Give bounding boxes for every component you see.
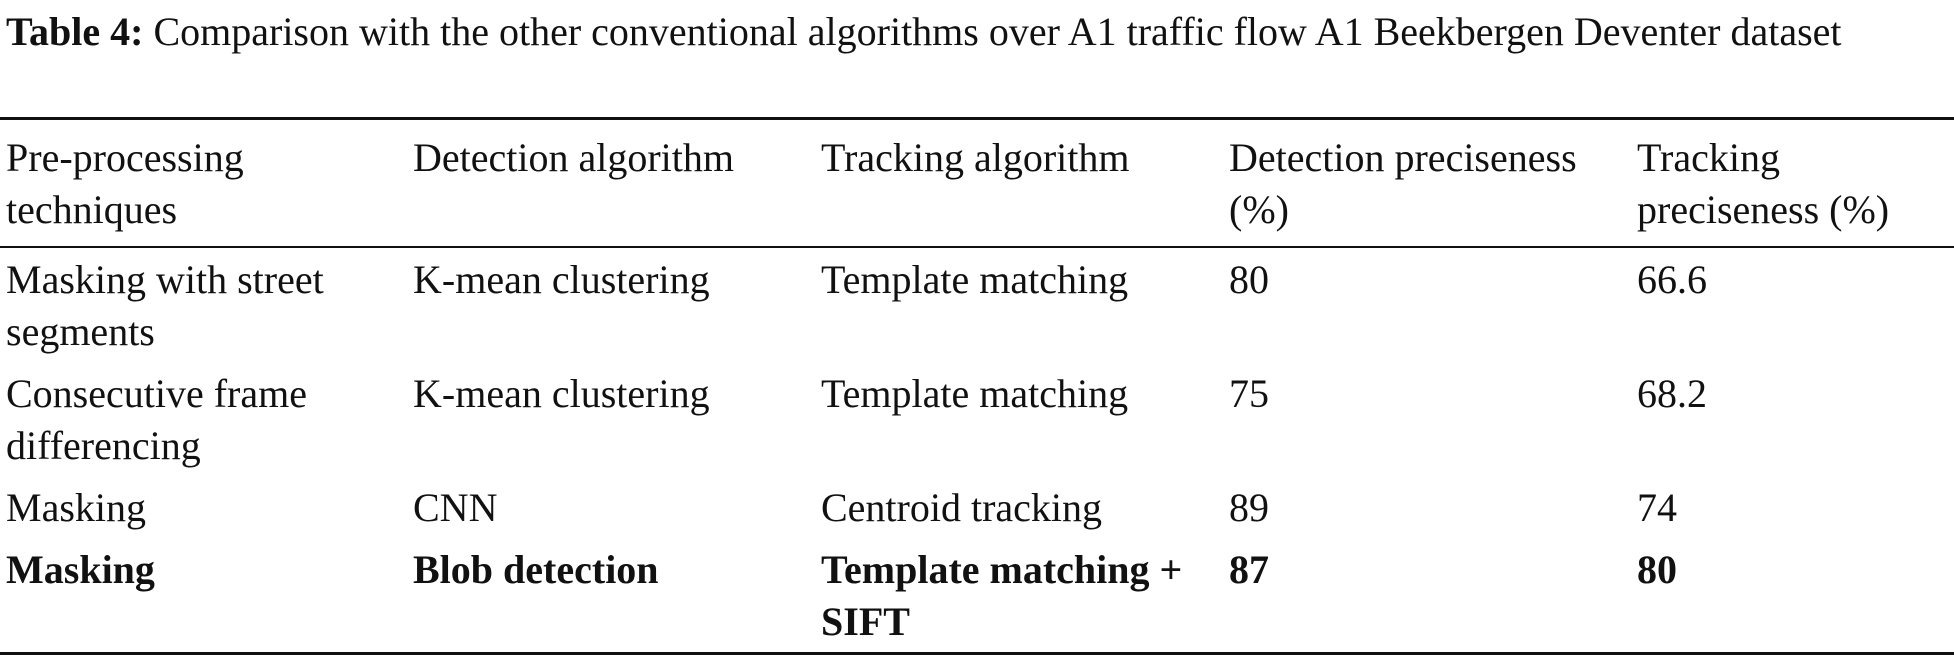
table-cell: Masking <box>6 485 146 530</box>
table-cell: 68.2 <box>1637 371 1707 416</box>
table-cell: Masking with street segments <box>6 257 324 354</box>
column-header: Tracking algorithm <box>821 135 1130 180</box>
table-cell: 66.6 <box>1637 257 1707 302</box>
table-body: Masking with street segments K-mean clust… <box>0 247 1954 654</box>
table-caption: Table 4: Comparison with the other conve… <box>6 6 1948 58</box>
table-cell: 74 <box>1637 485 1677 530</box>
data-table: Pre-processing techniques Detection algor… <box>0 117 1954 655</box>
table-row: Masking with street segments K-mean clust… <box>0 247 1954 362</box>
column-header: Detection preciseness (%) <box>1229 135 1577 232</box>
column-header: Pre-processing techniques <box>6 135 244 232</box>
caption-label: Table 4: <box>6 9 144 54</box>
header-row: Pre-processing techniques Detection algor… <box>0 118 1954 247</box>
table-row: Masking CNN Centroid tracking 89 74 <box>0 476 1954 538</box>
table-cell: Template matching <box>821 371 1129 416</box>
column-header: Detection algorithm <box>413 135 735 180</box>
table-cell: 75 <box>1229 371 1269 416</box>
table-cell: Masking <box>6 547 155 592</box>
table-cell: Centroid tracking <box>821 485 1103 530</box>
table-cell: 87 <box>1229 547 1269 592</box>
table-cell: K-mean clustering <box>413 257 710 302</box>
caption-text: Comparison with the other conventional a… <box>153 9 1842 54</box>
table-row: Masking Blob detection Template matching +… <box>0 538 1954 654</box>
table-cell: Template matching <box>821 257 1129 302</box>
table-cell: K-mean clustering <box>413 371 710 416</box>
table-row: Consecutive frame differencing K-mean clu… <box>0 362 1954 476</box>
table-cell: Consecutive frame differencing <box>6 371 307 468</box>
table-cell: Template matching + SIFT <box>821 547 1183 644</box>
table-cell: CNN <box>413 485 498 530</box>
table-cell: 80 <box>1229 257 1269 302</box>
table-cell: Blob detection <box>413 547 659 592</box>
table-cell: 89 <box>1229 485 1269 530</box>
table-cell: 80 <box>1637 547 1677 592</box>
column-header: Tracking preciseness (%) <box>1637 135 1890 232</box>
